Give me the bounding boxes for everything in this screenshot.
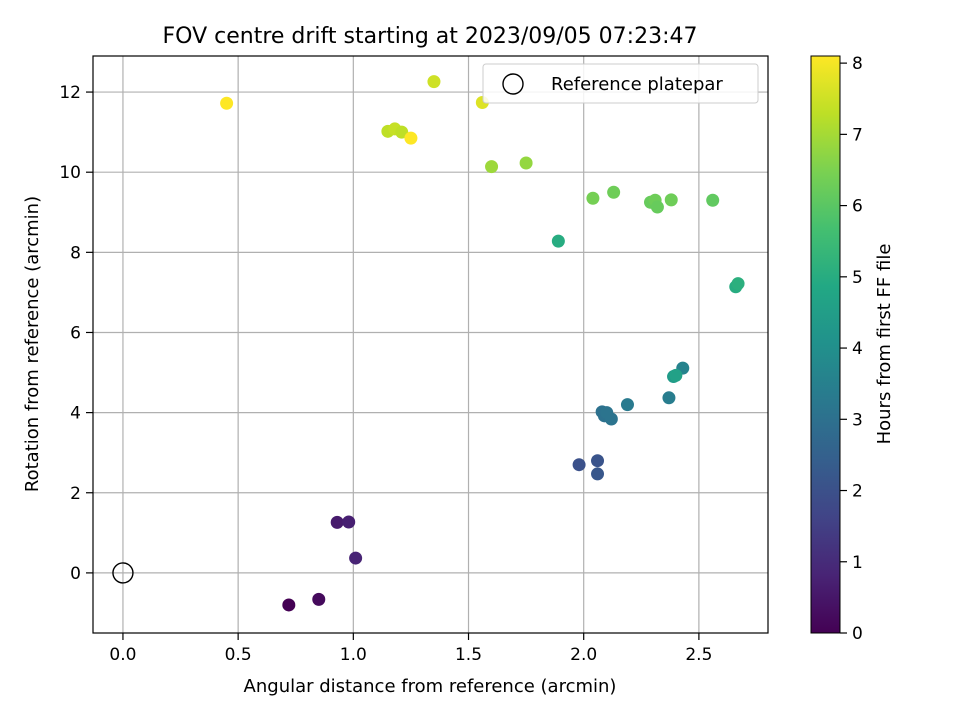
x-tick-label: 1.0 [340,645,367,665]
data-point [349,551,363,565]
y-axis-label: Rotation from reference (arcmin) [22,196,43,492]
data-point [282,598,296,612]
colorbar-tick-label: 2 [852,482,863,502]
reference-marker [112,562,134,584]
legend-label: Reference platepar [551,74,723,95]
data-point [342,515,356,529]
data-points [220,75,745,612]
data-point [664,193,678,207]
y-tick-label: 8 [70,243,81,263]
data-point [650,200,664,214]
reference-point [112,562,134,584]
colorbar-tick-label: 3 [852,410,863,430]
data-point [395,125,409,139]
x-tick-label: 0.5 [225,645,252,665]
data-point [312,592,326,606]
data-point [620,398,634,412]
data-point [330,515,344,529]
y-tick-label: 6 [70,323,81,343]
data-point [586,191,600,205]
data-point [572,458,586,472]
data-point [604,412,618,426]
colorbar-tick-label: 7 [852,125,863,145]
data-point [662,391,676,405]
colorbar: 0 1 2 3 4 5 6 7 8 Hours from first FF file [810,54,895,644]
y-tick-label: 2 [70,484,81,504]
data-point [591,467,605,481]
colorbar-gradient [810,55,841,634]
colorbar-tick-label: 1 [852,553,863,573]
data-point [591,454,605,468]
y-tick-label: 4 [70,404,81,424]
data-point [404,131,418,145]
legend-marker [502,73,524,95]
data-point [731,277,745,291]
x-tick-label: 2.5 [685,645,712,665]
x-tick-label: 1.5 [455,645,482,665]
y-tick-label: 12 [59,83,81,103]
colorbar-tick-label: 0 [852,624,863,644]
x-tick-label: 2.0 [570,645,597,665]
y-axis-ticks: 0 2 4 6 8 10 12 [59,83,93,584]
y-tick-label: 0 [70,564,81,584]
colorbar-tick-label: 4 [852,339,863,359]
data-point [519,156,533,170]
colorbar-tick-label: 8 [852,54,863,74]
plot-frame [92,55,769,634]
x-axis-ticks: 0.0 0.5 1.0 1.5 2.0 2.5 [109,633,712,665]
legend: Reference platepar [482,63,759,104]
x-axis-label: Angular distance from reference (arcmin) [244,676,617,697]
data-point [427,75,441,89]
legend-box [482,63,759,104]
colorbar-ticks: 0 1 2 3 4 5 6 7 8 [840,54,863,644]
chart-title: FOV centre drift starting at 2023/09/05 … [163,24,698,49]
data-point [706,193,720,207]
y-tick-label: 10 [59,163,81,183]
data-point [669,368,683,382]
data-point [485,160,499,174]
x-tick-label: 0.0 [109,645,136,665]
data-point [607,185,621,199]
colorbar-tick-label: 5 [852,268,863,288]
colorbar-tick-label: 6 [852,197,863,217]
data-point [551,234,565,248]
data-point [220,96,234,110]
colorbar-label: Hours from first FF file [874,244,895,445]
grid [93,56,768,633]
